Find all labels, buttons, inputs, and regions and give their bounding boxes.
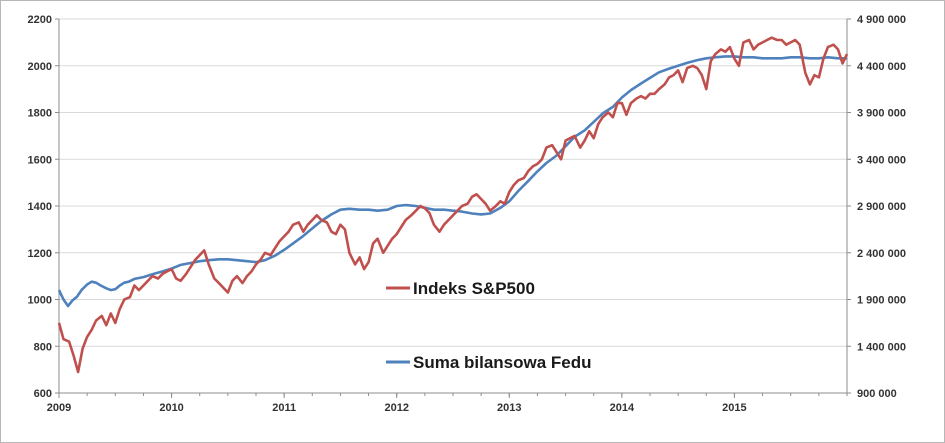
x-tick-label: 2010 — [159, 402, 183, 414]
legend: Indeks S&P500 Suma bilansowa Fedu — [386, 279, 592, 372]
y-tick-label: 1200 — [28, 248, 52, 260]
legend-label-fed: Suma bilansowa Fedu — [413, 353, 592, 372]
series-line-sp500 — [57, 36, 849, 374]
y-tick-label: 600 — [34, 388, 52, 400]
y-tick-label: 2000 — [28, 61, 52, 73]
y-axis-left: 600 800 1000 1200 1400 1600 1800 2000 2200 — [28, 14, 52, 400]
x-tick-label: 2015 — [722, 402, 746, 414]
y-tick-label: 1000 — [28, 295, 52, 307]
grid-lines — [59, 18, 847, 394]
y-tick-label: 1800 — [28, 108, 52, 120]
y-tick-label: 2200 — [28, 14, 52, 26]
y-tick-label: 800 — [34, 341, 52, 353]
y2-tick-label: 1 900 000 — [857, 295, 906, 307]
series-line-fed — [57, 55, 847, 308]
chart-axes — [55, 18, 851, 398]
series-lines — [57, 36, 849, 374]
x-tick-label: 2014 — [610, 402, 635, 414]
legend-label-sp500: Indeks S&P500 — [413, 279, 535, 298]
y-tick-label: 1600 — [28, 154, 52, 166]
y2-tick-label: 3 400 000 — [857, 154, 906, 166]
x-tick-label: 2011 — [272, 402, 296, 414]
x-axis: 2009 2010 2011 2012 2013 2014 2015 — [47, 402, 747, 414]
y2-tick-label: 4 900 000 — [857, 14, 906, 26]
y2-tick-label: 4 400 000 — [857, 61, 906, 73]
y2-tick-label: 1 400 000 — [857, 341, 906, 353]
y2-tick-label: 3 900 000 — [857, 108, 906, 120]
y-axis-right: 900 000 1 400 000 1 900 000 2 400 000 2 900 … — [857, 14, 906, 400]
y2-tick-label: 900 000 — [857, 388, 897, 400]
x-tick-label: 2012 — [384, 402, 408, 414]
y-tick-label: 1400 — [28, 201, 52, 213]
x-tick-label: 2013 — [497, 402, 521, 414]
y2-tick-label: 2 400 000 — [857, 248, 906, 260]
y2-tick-label: 2 900 000 — [857, 201, 906, 213]
x-tick-label: 2009 — [47, 402, 71, 414]
